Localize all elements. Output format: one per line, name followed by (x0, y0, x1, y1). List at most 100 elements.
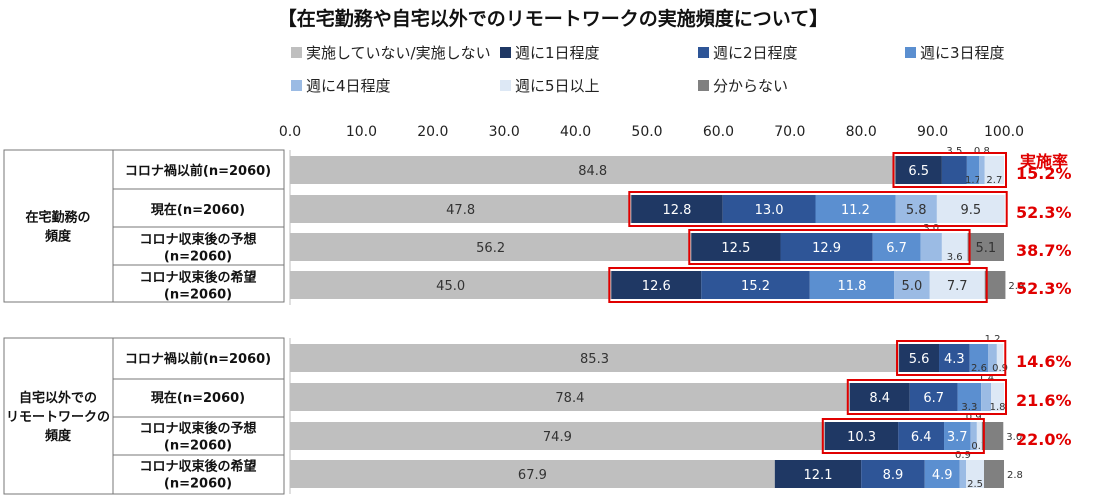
data-label: 0.9 (992, 363, 1008, 374)
bar-segment (969, 344, 989, 372)
rate-highlight-box (846, 379, 1007, 415)
bar-segment (929, 271, 985, 299)
bar-segment (957, 383, 982, 411)
data-label: 2.5 (967, 479, 983, 490)
category-label: コロナ収束後の予想(n=2060) (139, 421, 256, 454)
data-label: 12.6 (642, 279, 671, 294)
bar-segment (701, 271, 810, 299)
bar-segment (979, 156, 985, 184)
data-label: 74.9 (543, 430, 572, 445)
data-label: 85.3 (580, 352, 609, 367)
data-label: 3.5 (946, 146, 962, 157)
bar-segment (984, 271, 1006, 299)
label-table (3, 337, 285, 495)
bar-segment (290, 271, 612, 299)
x-axis: 0.0 10.0 20.0 30.0 40.0 50.0 60.0 70.0 80.0 90.0 1… (279, 124, 1024, 494)
bar-segment (988, 344, 997, 372)
data-label: 5.8 (906, 203, 927, 218)
bar-segment (809, 271, 895, 299)
bar-segment (939, 344, 970, 372)
rate-label: 15.2% (1016, 164, 1072, 183)
bar-segment (959, 460, 967, 488)
data-label: 0.9 (955, 450, 971, 461)
x-tick-label: 100.0 (984, 124, 1024, 140)
bar-segment (290, 195, 632, 223)
rate-label: 21.6% (1016, 391, 1072, 410)
bar-segment (872, 233, 921, 261)
bar-segment (774, 460, 862, 488)
data-label: 10.3 (847, 430, 876, 445)
label-table (3, 149, 285, 303)
legend-label: 週に4日程度 (306, 77, 391, 95)
x-tick-label: 70.0 (774, 124, 805, 140)
data-label: 6.4 (911, 430, 932, 445)
data-label: 4.3 (944, 352, 965, 367)
rate-highlight-box (896, 340, 1007, 376)
data-label: 2.6 (971, 363, 987, 374)
bar-segment (941, 233, 968, 261)
data-label: 84.8 (578, 164, 607, 179)
x-tick-label: 90.0 (917, 124, 948, 140)
rate-label: 22.0% (1016, 430, 1072, 449)
category-labels: 在宅勤務の頻度コロナ禍以前(n=2060)現在(n=2060)コロナ収束後の予想… (3, 149, 285, 495)
data-label: 6.7 (886, 241, 907, 256)
data-label: 11.2 (841, 203, 870, 218)
data-label: 13.0 (755, 203, 784, 218)
bar-segment (996, 344, 1004, 372)
rate-highlight-box (821, 418, 985, 454)
data-label: 5.0 (902, 279, 923, 294)
bar-segment (970, 422, 977, 450)
rate-highlight-box (608, 267, 988, 303)
data-label: 3.7 (947, 430, 968, 445)
category-label: 現在(n=2060) (151, 390, 245, 406)
bars: 84.8 6.5 3.5 1.7 0.8 2.7 47.8 12.8 13.0 11.2 5.8 9.… (290, 146, 1024, 490)
bar-segment (936, 195, 1005, 223)
bar-segment (691, 233, 781, 261)
bar-segment (976, 422, 982, 450)
category-label: 現在(n=2060) (151, 202, 245, 218)
chart-title: 【在宅勤務や自宅以外でのリモートワークの実施頻度について】 (278, 7, 828, 30)
rate-highlight-box (688, 229, 971, 265)
x-tick-label: 20.0 (417, 124, 448, 140)
legend-swatch (291, 80, 302, 91)
x-tick-label: 80.0 (846, 124, 877, 140)
data-label: 3.3 (961, 402, 977, 413)
rate-highlight-box (892, 152, 1007, 188)
data-label: 45.0 (436, 279, 465, 294)
legend-swatch (698, 80, 709, 91)
category-label: コロナ禍以前(n=2060) (125, 351, 271, 367)
rate-highlight-box (628, 191, 1008, 227)
legend-label: 実施していない/実施しない (306, 44, 491, 62)
data-label: 3.0 (1006, 432, 1022, 443)
bar-segment (824, 422, 899, 450)
data-label: 12.8 (663, 203, 692, 218)
bar-segment (290, 422, 825, 450)
bar-segment (991, 383, 1004, 411)
bar-segment (815, 195, 896, 223)
data-label: 0.7 (971, 441, 987, 452)
category-label: コロナ収束後の希望(n=2060) (139, 459, 256, 492)
data-label: 12.9 (812, 241, 841, 256)
legend-swatch (500, 47, 511, 58)
data-label: 1.7 (965, 175, 981, 186)
bar-segment (966, 156, 980, 184)
bar-segment (924, 460, 960, 488)
bar-segment (967, 233, 1004, 261)
x-tick-label: 40.0 (560, 124, 591, 140)
bar-segment (984, 460, 1004, 488)
legend-label: 週に1日程度 (515, 44, 600, 62)
rate-header: 実施率 (1020, 152, 1068, 171)
data-label: 6.7 (923, 391, 944, 406)
rates: 15.2% 52.3% 38.7% 52.3% 14.6% 21.6% 22.0% 実施率 (608, 152, 1072, 454)
category-label: コロナ収束後の希望(n=2060) (139, 270, 256, 303)
data-label: 1.2 (985, 334, 1001, 345)
bar-segment (909, 383, 958, 411)
data-label: 47.8 (446, 203, 475, 218)
bar-segment (849, 383, 910, 411)
legend-swatch (698, 47, 709, 58)
bar-segment (290, 460, 775, 488)
legend-swatch (291, 47, 302, 58)
bar-segment (966, 460, 985, 488)
